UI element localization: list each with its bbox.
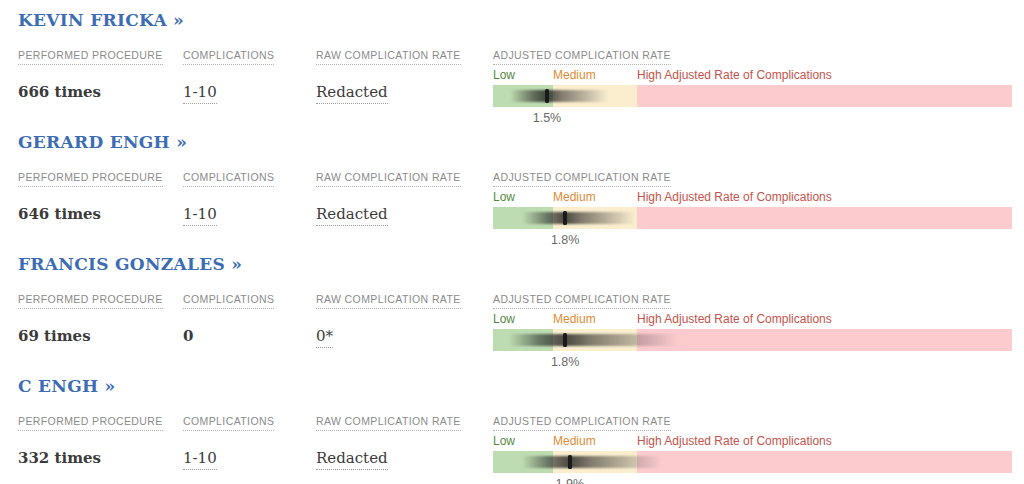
zone-labels: Low Medium High Adjusted Rate of Complic… (493, 434, 1012, 448)
performed-procedure-value: 646 times (18, 206, 183, 223)
zone-label-low: Low (493, 68, 515, 82)
zone-high (637, 85, 1012, 107)
zone-high (637, 451, 1012, 473)
zone-label-low: Low (493, 434, 515, 448)
performed-procedure-cell: PERFORMED PROCEDURE 332 times (18, 411, 183, 467)
performed-procedure-header[interactable]: PERFORMED PROCEDURE (18, 293, 163, 309)
adjusted-rate-cell: ADJUSTED COMPLICATION RATE Low Medium Hi… (493, 411, 1012, 484)
zone-labels: Low Medium High Adjusted Rate of Complic… (493, 190, 1012, 204)
complications-value: 0 (183, 328, 316, 345)
raw-rate-cell: RAW COMPLICATION RATE Redacted (316, 45, 493, 104)
adjusted-rate-chart: 1.9% (493, 451, 1012, 484)
rate-bar (493, 85, 1012, 107)
rate-label: 1.5% (533, 111, 562, 125)
complications-cell: COMPLICATIONS 1-10 (183, 45, 316, 104)
zone-labels: Low Medium High Adjusted Rate of Complic… (493, 312, 1012, 326)
raw-rate-value[interactable]: 0* (316, 328, 333, 348)
surgeon-detail-columns: PERFORMED PROCEDURE 666 times COMPLICATI… (18, 45, 1012, 129)
surgeon-section: C ENGH » PERFORMED PROCEDURE 332 times C… (18, 376, 1012, 484)
adjusted-rate-cell: ADJUSTED COMPLICATION RATE Low Medium Hi… (493, 167, 1012, 251)
complications-cell: COMPLICATIONS 1-10 (183, 167, 316, 226)
surgeon-name-link[interactable]: FRANCIS GONZALES » (18, 254, 242, 274)
adjusted-rate-header[interactable]: ADJUSTED COMPLICATION RATE (493, 293, 671, 309)
surgeon-section: GERARD ENGH » PERFORMED PROCEDURE 646 ti… (18, 132, 1012, 254)
performed-procedure-value: 69 times (18, 328, 183, 345)
complications-header[interactable]: COMPLICATIONS (183, 171, 274, 187)
complications-header[interactable]: COMPLICATIONS (183, 293, 274, 309)
adjusted-rate-cell: ADJUSTED COMPLICATION RATE Low Medium Hi… (493, 45, 1012, 129)
confidence-interval (522, 212, 635, 224)
zone-label-medium: Medium (553, 312, 596, 326)
zone-label-low: Low (493, 190, 515, 204)
raw-rate-cell: RAW COMPLICATION RATE Redacted (316, 411, 493, 470)
rate-tick (563, 333, 567, 347)
surgeon-name-link[interactable]: GERARD ENGH » (18, 132, 187, 152)
adjusted-rate-header[interactable]: ADJUSTED COMPLICATION RATE (493, 171, 671, 187)
performed-procedure-header[interactable]: PERFORMED PROCEDURE (18, 415, 163, 431)
raw-rate-header[interactable]: RAW COMPLICATION RATE (316, 415, 461, 431)
raw-rate-cell: RAW COMPLICATION RATE Redacted (316, 167, 493, 226)
rate-bar (493, 329, 1012, 351)
rate-bar (493, 207, 1012, 229)
confidence-interval (509, 334, 678, 346)
zone-label-medium: Medium (553, 68, 596, 82)
raw-rate-value[interactable]: Redacted (316, 84, 388, 104)
adjusted-rate-chart: 1.8% (493, 207, 1012, 251)
performed-procedure-value: 666 times (18, 84, 183, 101)
performed-procedure-value: 332 times (18, 450, 183, 467)
zone-label-low: Low (493, 312, 515, 326)
raw-rate-header[interactable]: RAW COMPLICATION RATE (316, 171, 461, 187)
zone-label-high: High Adjusted Rate of Complications (637, 68, 832, 82)
rate-tick (545, 89, 549, 103)
surgeon-section: KEVIN FRICKA » PERFORMED PROCEDURE 666 t… (18, 10, 1012, 132)
surgeon-detail-columns: PERFORMED PROCEDURE 332 times COMPLICATI… (18, 411, 1012, 484)
complications-cell: COMPLICATIONS 0 (183, 289, 316, 345)
rate-tick (563, 211, 567, 225)
confidence-interval (522, 456, 662, 468)
zone-high (637, 329, 1012, 351)
performed-procedure-header[interactable]: PERFORMED PROCEDURE (18, 171, 163, 187)
zone-label-high: High Adjusted Rate of Complications (637, 190, 832, 204)
complications-value[interactable]: 1-10 (183, 206, 217, 226)
raw-rate-header[interactable]: RAW COMPLICATION RATE (316, 49, 461, 65)
raw-rate-header[interactable]: RAW COMPLICATION RATE (316, 293, 461, 309)
zone-label-high: High Adjusted Rate of Complications (637, 312, 832, 326)
zone-label-medium: Medium (553, 190, 596, 204)
rate-label: 1.8% (551, 355, 580, 369)
surgeon-name-link[interactable]: C ENGH » (18, 376, 115, 396)
adjusted-rate-header[interactable]: ADJUSTED COMPLICATION RATE (493, 415, 671, 431)
zone-label-high: High Adjusted Rate of Complications (637, 434, 832, 448)
complications-header[interactable]: COMPLICATIONS (183, 415, 274, 431)
rate-label: 1.9% (556, 477, 585, 484)
adjusted-rate-chart: 1.8% (493, 329, 1012, 373)
adjusted-rate-header[interactable]: ADJUSTED COMPLICATION RATE (493, 49, 671, 65)
surgeon-name-link[interactable]: KEVIN FRICKA » (18, 10, 184, 30)
raw-rate-value[interactable]: Redacted (316, 206, 388, 226)
adjusted-rate-cell: ADJUSTED COMPLICATION RATE Low Medium Hi… (493, 289, 1012, 373)
zone-high (637, 207, 1012, 229)
zone-label-medium: Medium (553, 434, 596, 448)
surgeon-detail-columns: PERFORMED PROCEDURE 69 times COMPLICATIO… (18, 289, 1012, 373)
raw-rate-value[interactable]: Redacted (316, 450, 388, 470)
confidence-interval (510, 90, 608, 102)
performed-procedure-cell: PERFORMED PROCEDURE 666 times (18, 45, 183, 101)
surgeon-scorecard-list: KEVIN FRICKA » PERFORMED PROCEDURE 666 t… (0, 0, 1024, 484)
complications-value[interactable]: 1-10 (183, 84, 217, 104)
rate-label: 1.8% (551, 233, 580, 247)
surgeon-detail-columns: PERFORMED PROCEDURE 646 times COMPLICATI… (18, 167, 1012, 251)
performed-procedure-cell: PERFORMED PROCEDURE 69 times (18, 289, 183, 345)
performed-procedure-header[interactable]: PERFORMED PROCEDURE (18, 49, 163, 65)
rate-tick (568, 455, 572, 469)
rate-bar (493, 451, 1012, 473)
complications-header[interactable]: COMPLICATIONS (183, 49, 274, 65)
complications-cell: COMPLICATIONS 1-10 (183, 411, 316, 470)
surgeon-section: FRANCIS GONZALES » PERFORMED PROCEDURE 6… (18, 254, 1012, 376)
complications-value[interactable]: 1-10 (183, 450, 217, 470)
zone-labels: Low Medium High Adjusted Rate of Complic… (493, 68, 1012, 82)
performed-procedure-cell: PERFORMED PROCEDURE 646 times (18, 167, 183, 223)
raw-rate-cell: RAW COMPLICATION RATE 0* (316, 289, 493, 348)
adjusted-rate-chart: 1.5% (493, 85, 1012, 129)
